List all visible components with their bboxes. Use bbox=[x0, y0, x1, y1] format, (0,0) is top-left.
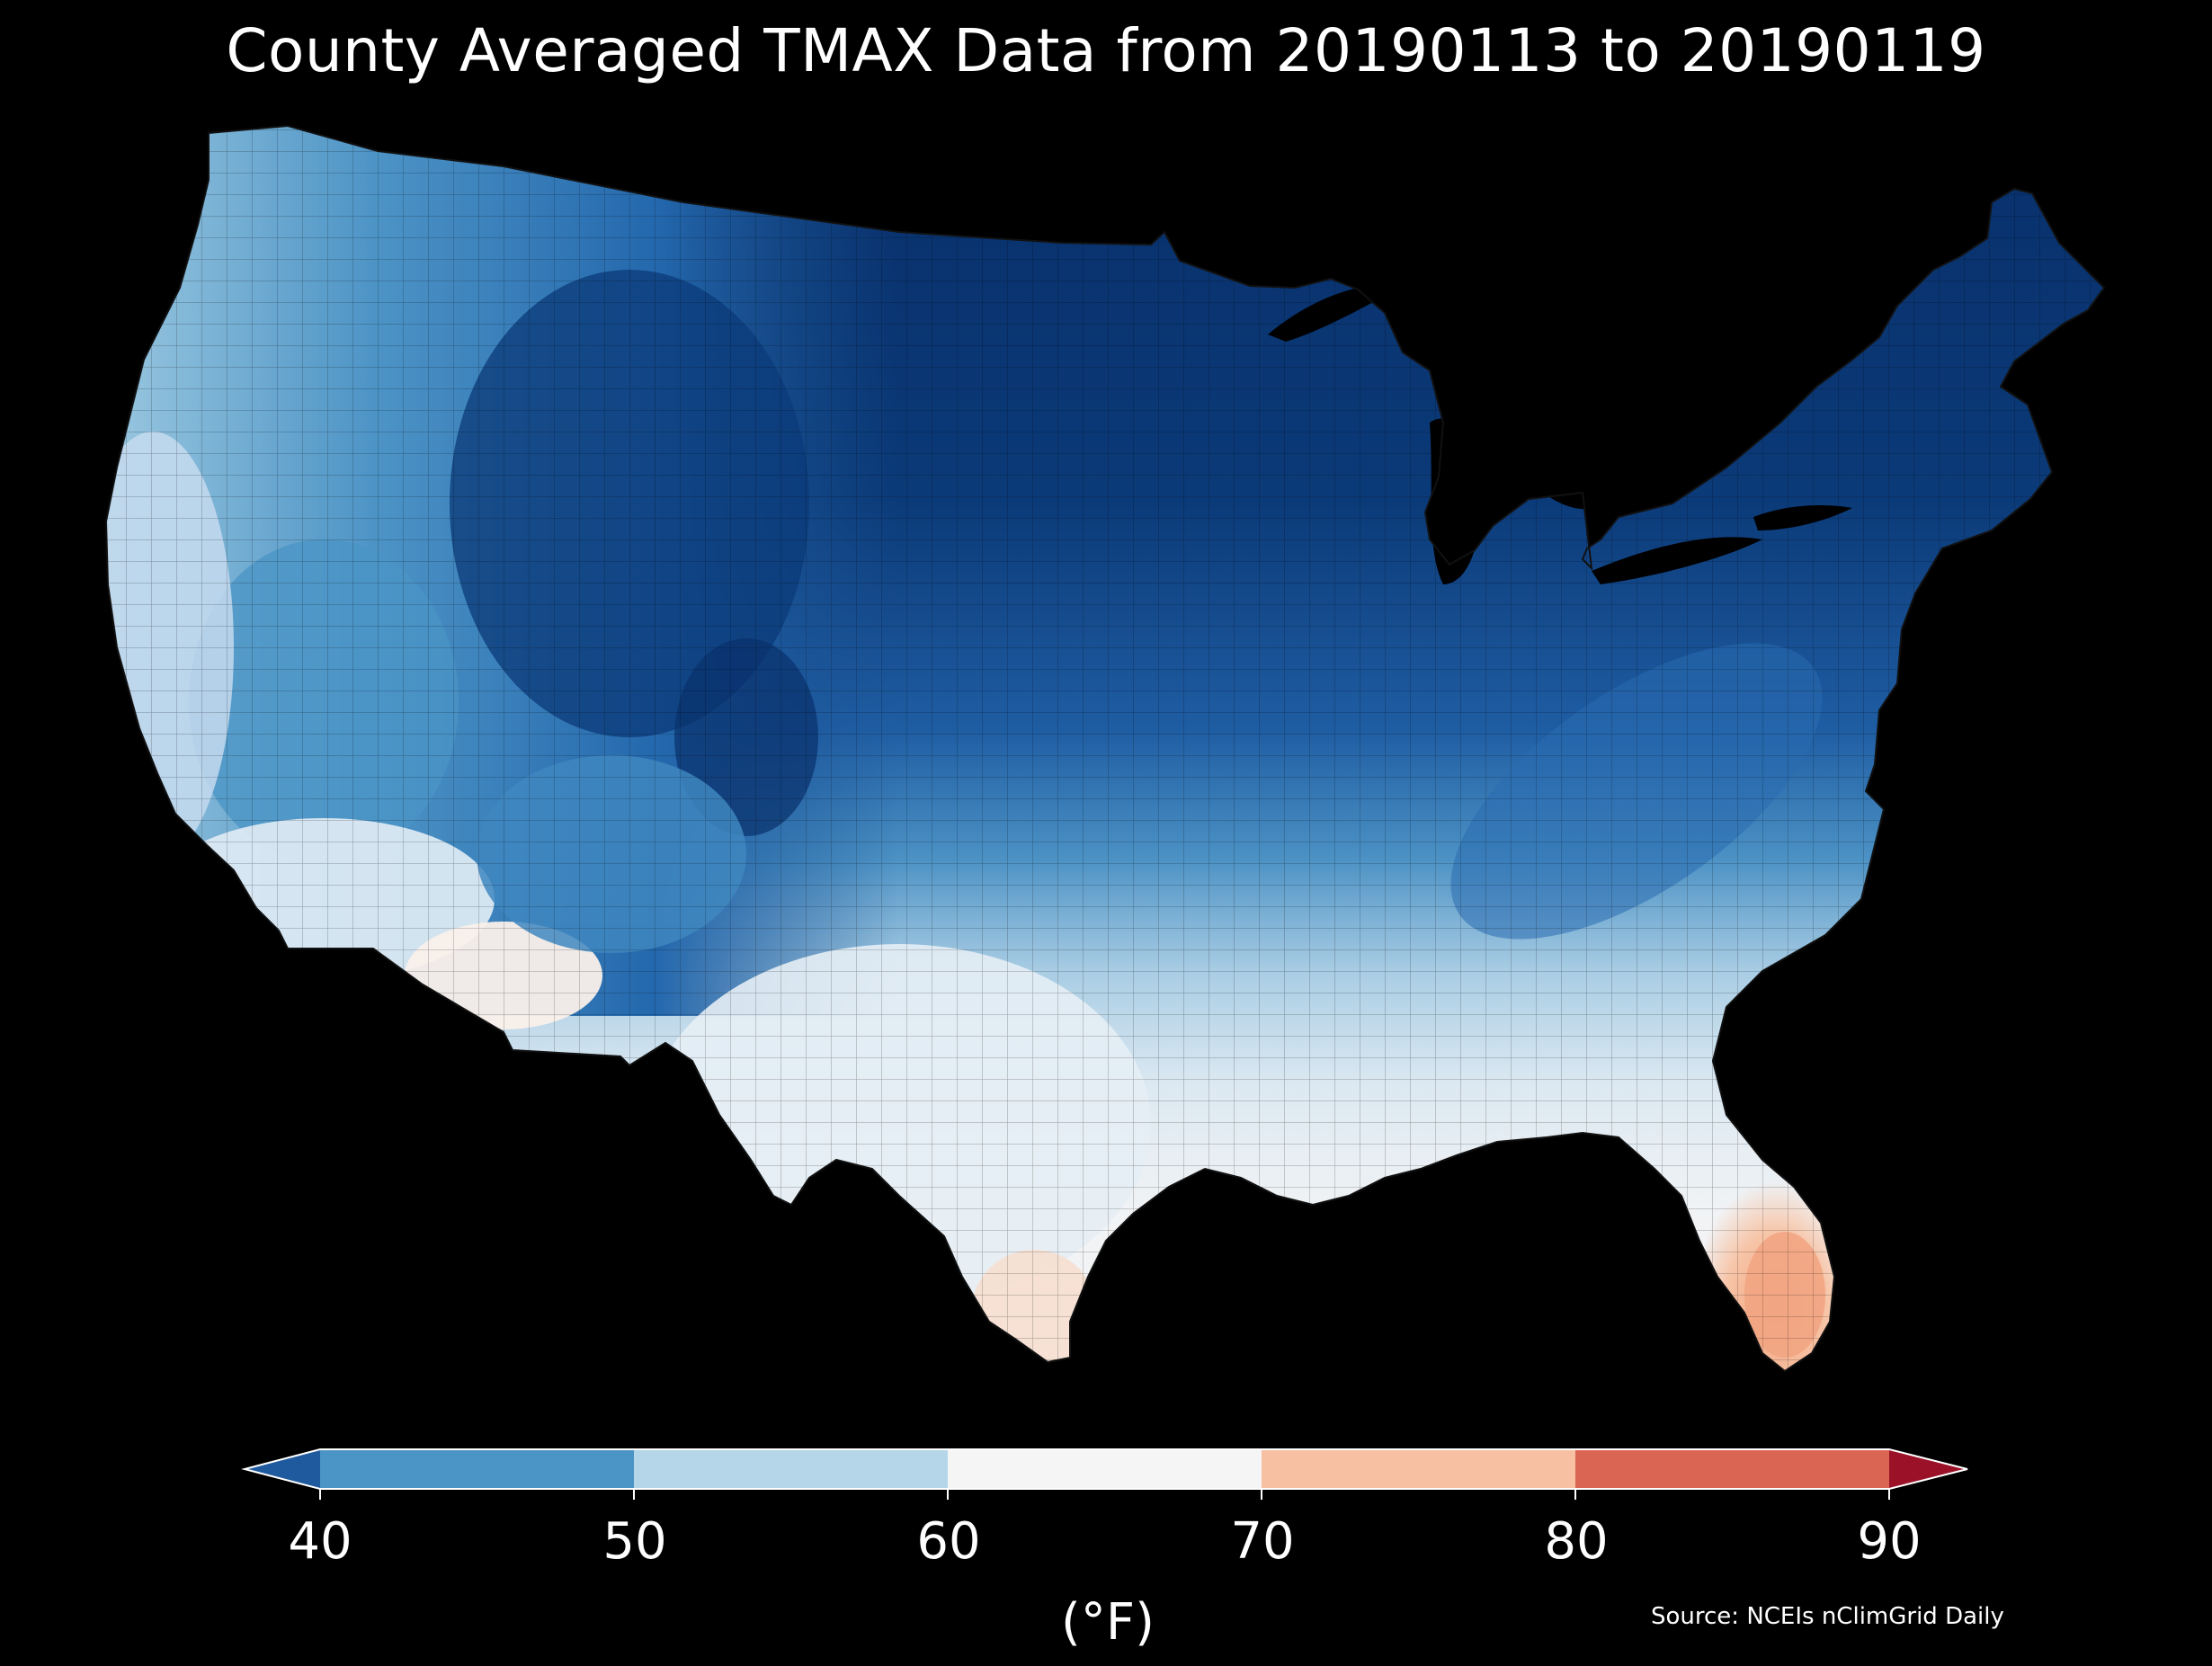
great-lakes bbox=[1268, 284, 1852, 584]
colorbar-extend-max bbox=[1889, 1449, 1967, 1489]
tick-label-80: 80 bbox=[1544, 1512, 1609, 1571]
tick-label-90: 90 bbox=[1857, 1512, 1922, 1571]
colorbar-bin-70-80 bbox=[1262, 1449, 1575, 1489]
tick-label-70: 70 bbox=[1230, 1512, 1295, 1571]
colorbar-units-label: (°F) bbox=[1061, 1593, 1155, 1652]
colorbar-bin-50-60 bbox=[634, 1449, 948, 1489]
chart-title: County Averaged TMAX Data from 20190113 … bbox=[226, 16, 1986, 85]
tick-label-40: 40 bbox=[288, 1512, 352, 1571]
tick-label-50: 50 bbox=[602, 1512, 667, 1571]
us-outline bbox=[104, 124, 2106, 1373]
tick-label-60: 60 bbox=[916, 1512, 981, 1571]
colorbar-bin-60-70 bbox=[948, 1449, 1262, 1489]
colorbar-bin-40-50 bbox=[320, 1449, 634, 1489]
source-note: Source: NCEIs nClimGrid Daily bbox=[1651, 1603, 2004, 1630]
colorbar-bin-80-90 bbox=[1575, 1449, 1889, 1489]
colorbar-extend-min bbox=[245, 1449, 320, 1489]
